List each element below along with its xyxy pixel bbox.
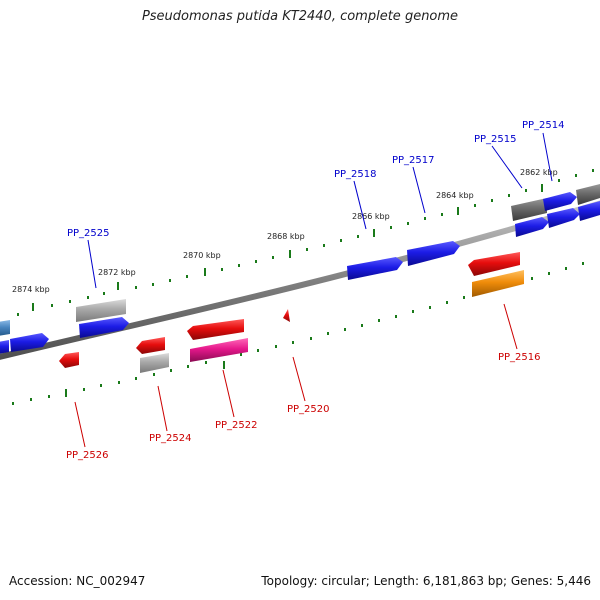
gene-labels: PP_2514 PP_2515 PP_2517 PP_2518 PP_2525 … [66,120,565,461]
gene-label-pp2518[interactable]: PP_2518 [334,169,377,180]
forward-strand-features [0,184,600,354]
feature-red-pp2526[interactable] [59,352,79,368]
feature-gray-left[interactable] [76,299,126,322]
tick-labels: 2862 kbp 2864 kbp 2866 kbp 2868 kbp 2870… [12,168,558,294]
feature-red-pp2524[interactable] [136,337,165,354]
feature-pink-pp2522[interactable] [190,338,248,362]
feature-steel-left[interactable] [0,320,10,336]
feature-blue-left-2[interactable] [10,333,49,352]
feature-red-pp2520[interactable] [283,309,290,322]
tick-label-2866: 2866 kbp [352,212,390,221]
genome-summary-text: Topology: circular; Length: 6,181,863 bp… [261,574,591,588]
leader-pp2525 [87,239,97,289]
feature-blue-pp2515[interactable] [543,192,577,211]
feature-orange-pp2516[interactable] [472,270,524,297]
tick-label-2874: 2874 kbp [12,285,50,294]
gene-label-pp2526[interactable]: PP_2526 [66,450,109,461]
inner-tick-track [12,262,584,405]
gene-label-pp2525[interactable]: PP_2525 [67,228,110,239]
feature-blue-mid-right[interactable] [547,208,580,228]
gene-label-pp2522[interactable]: PP_2522 [215,420,258,431]
feature-blue-pp2525[interactable] [79,317,129,338]
tick-label-2872: 2872 kbp [98,268,136,277]
leader-pp2520 [292,356,306,402]
feature-red-pp2522[interactable] [187,319,244,340]
tick-label-2870: 2870 kbp [183,251,221,260]
label-leaders [74,132,553,448]
feature-blue-right-edge[interactable] [578,201,600,221]
gene-label-pp2520[interactable]: PP_2520 [287,404,330,415]
tick-label-2864: 2864 kbp [436,191,474,200]
reverse-strand-features [59,252,524,373]
genome-backbone [0,200,600,360]
gene-label-pp2514[interactable]: PP_2514 [522,120,565,131]
gene-label-pp2524[interactable]: PP_2524 [149,433,192,444]
gene-label-pp2515[interactable]: PP_2515 [474,134,517,145]
leader-pp2515 [491,145,523,189]
leader-pp2524 [157,385,168,432]
gene-label-pp2517[interactable]: PP_2517 [392,155,435,166]
accession-text: Accession: NC_002947 [9,574,146,588]
feature-red-pp2516[interactable] [468,252,520,276]
leader-pp2514 [542,132,553,182]
outer-tick-track [17,169,594,316]
feature-darkgray-edge[interactable] [576,184,600,205]
leader-pp2526 [74,401,86,448]
leader-pp2522 [222,369,235,418]
leader-pp2518 [353,180,367,230]
leader-pp2516 [503,303,518,350]
gene-label-pp2516[interactable]: PP_2516 [498,352,541,363]
feature-darkgray-right[interactable] [511,198,547,221]
tick-label-2862: 2862 kbp [520,168,558,177]
feature-blue-pp2518[interactable] [347,257,403,280]
leader-pp2517 [412,166,426,214]
feature-blue-left-edge[interactable] [0,340,9,354]
feature-blue-pp2517[interactable] [407,241,460,266]
tick-label-2868: 2868 kbp [267,232,305,241]
feature-gray-pp2524[interactable] [140,353,169,373]
feature-blue-pp2515-lower[interactable] [515,217,549,237]
map-title: Pseudomonas putida KT2440, complete geno… [141,9,459,24]
